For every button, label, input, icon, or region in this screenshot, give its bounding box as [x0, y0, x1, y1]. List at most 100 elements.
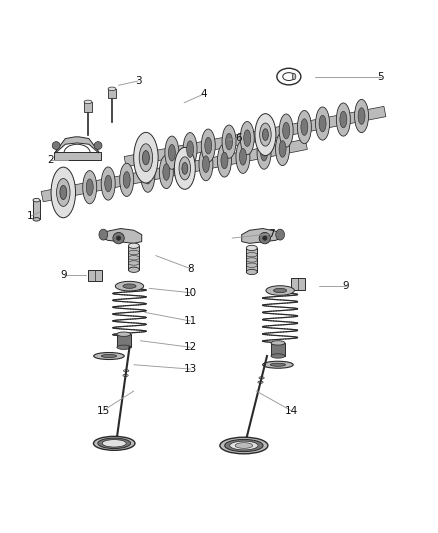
Ellipse shape	[354, 100, 368, 133]
Ellipse shape	[279, 114, 293, 147]
Ellipse shape	[51, 167, 75, 218]
Polygon shape	[101, 229, 142, 244]
Polygon shape	[56, 137, 99, 153]
Bar	[290, 278, 304, 289]
Ellipse shape	[236, 140, 250, 173]
Ellipse shape	[120, 163, 134, 197]
Ellipse shape	[235, 443, 253, 448]
Text: 8: 8	[187, 264, 194, 273]
Bar	[271, 343, 285, 356]
Ellipse shape	[276, 229, 285, 240]
Bar	[33, 200, 40, 220]
Ellipse shape	[276, 132, 290, 166]
Ellipse shape	[266, 286, 294, 295]
Ellipse shape	[319, 115, 326, 132]
Ellipse shape	[255, 114, 276, 156]
Ellipse shape	[57, 179, 70, 206]
Text: 9: 9	[343, 281, 349, 291]
Ellipse shape	[246, 245, 257, 251]
Ellipse shape	[93, 437, 135, 450]
Ellipse shape	[220, 437, 268, 454]
Ellipse shape	[297, 110, 311, 144]
Ellipse shape	[102, 440, 126, 447]
Ellipse shape	[244, 130, 251, 147]
Circle shape	[113, 232, 124, 244]
Ellipse shape	[123, 172, 130, 188]
Ellipse shape	[168, 144, 175, 161]
Circle shape	[259, 232, 271, 244]
Ellipse shape	[101, 167, 115, 200]
Text: 9: 9	[61, 270, 67, 280]
Ellipse shape	[117, 332, 131, 336]
Ellipse shape	[83, 171, 97, 204]
Ellipse shape	[163, 164, 170, 180]
Ellipse shape	[159, 156, 173, 189]
Text: 2: 2	[48, 155, 54, 165]
Circle shape	[117, 236, 121, 240]
Ellipse shape	[60, 185, 67, 199]
Circle shape	[94, 142, 102, 149]
Ellipse shape	[270, 363, 286, 366]
Ellipse shape	[108, 87, 116, 91]
Bar	[88, 270, 102, 281]
Bar	[246, 248, 257, 272]
Ellipse shape	[262, 129, 268, 141]
Ellipse shape	[263, 361, 293, 368]
Ellipse shape	[230, 441, 258, 450]
Ellipse shape	[33, 198, 40, 202]
Circle shape	[263, 236, 267, 240]
Text: 5: 5	[377, 71, 384, 82]
Ellipse shape	[174, 148, 195, 189]
Ellipse shape	[139, 144, 152, 172]
Text: 7: 7	[268, 229, 275, 239]
Ellipse shape	[301, 119, 308, 135]
Ellipse shape	[260, 123, 271, 146]
Bar	[108, 89, 116, 99]
Text: 11: 11	[184, 316, 197, 326]
Ellipse shape	[101, 354, 117, 358]
Ellipse shape	[201, 129, 215, 162]
Text: 10: 10	[184, 288, 197, 298]
Ellipse shape	[33, 217, 40, 221]
Ellipse shape	[199, 148, 213, 181]
Ellipse shape	[271, 341, 285, 345]
Ellipse shape	[94, 352, 124, 359]
Ellipse shape	[292, 74, 296, 79]
Ellipse shape	[145, 167, 151, 184]
Ellipse shape	[128, 267, 139, 272]
Circle shape	[52, 142, 60, 149]
Ellipse shape	[99, 229, 108, 240]
Ellipse shape	[165, 136, 179, 169]
Ellipse shape	[187, 141, 194, 157]
Ellipse shape	[105, 175, 112, 192]
Ellipse shape	[358, 108, 365, 124]
Bar	[117, 334, 131, 348]
Text: 1: 1	[27, 211, 34, 221]
Ellipse shape	[141, 159, 155, 192]
Ellipse shape	[142, 151, 149, 165]
Text: 14: 14	[284, 406, 298, 416]
Ellipse shape	[205, 138, 212, 154]
Ellipse shape	[117, 345, 131, 350]
Ellipse shape	[336, 103, 350, 136]
Ellipse shape	[240, 149, 247, 165]
Ellipse shape	[257, 136, 271, 169]
Ellipse shape	[283, 122, 290, 139]
Ellipse shape	[274, 288, 287, 293]
Bar	[128, 246, 139, 270]
Ellipse shape	[84, 100, 92, 103]
Ellipse shape	[183, 133, 197, 166]
Ellipse shape	[115, 281, 144, 291]
Ellipse shape	[315, 107, 329, 140]
Ellipse shape	[222, 125, 236, 158]
Ellipse shape	[202, 156, 209, 173]
Ellipse shape	[182, 163, 188, 174]
Text: 6: 6	[235, 133, 242, 143]
Polygon shape	[124, 107, 386, 167]
Ellipse shape	[226, 133, 233, 150]
Ellipse shape	[240, 122, 254, 155]
Text: 4: 4	[201, 89, 207, 99]
Text: 3: 3	[135, 76, 141, 86]
Ellipse shape	[221, 152, 228, 169]
Ellipse shape	[123, 284, 136, 288]
